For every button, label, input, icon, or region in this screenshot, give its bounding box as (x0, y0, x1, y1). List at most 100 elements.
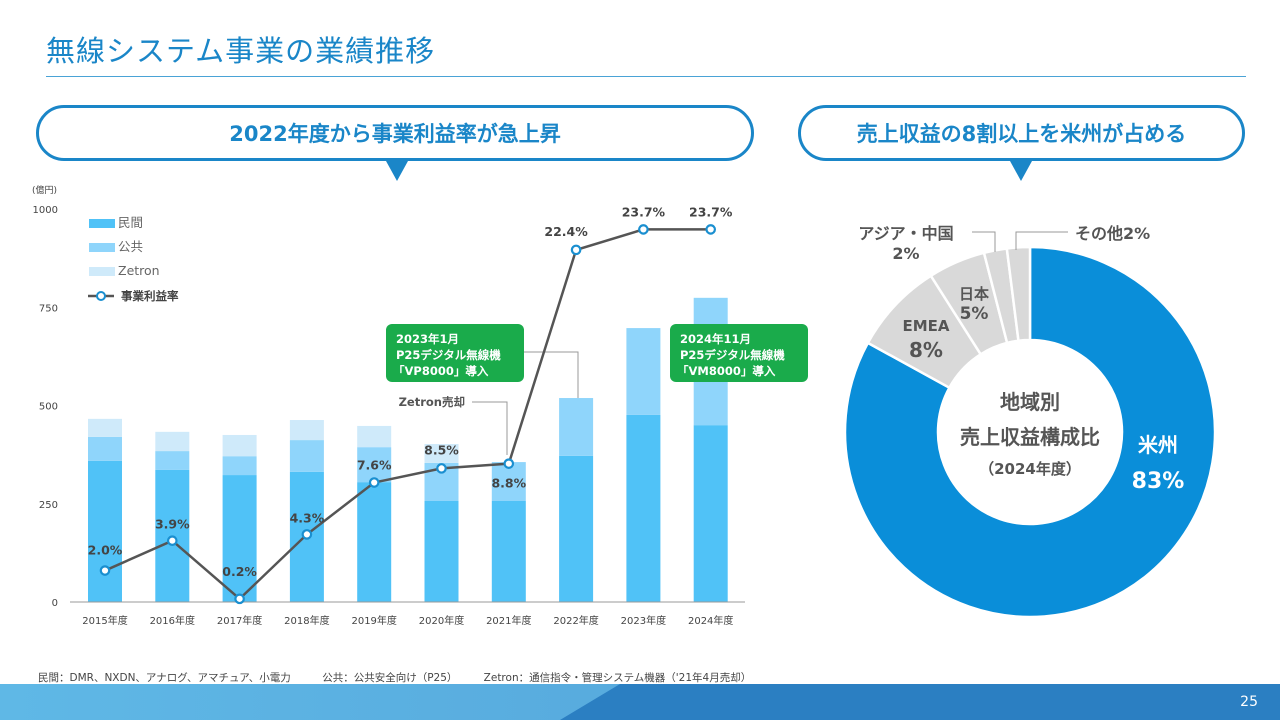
x-tick-label: 2024年度 (688, 614, 733, 627)
line-marker (301, 529, 313, 540)
left-headline: 2022年度から事業利益率が急上昇 (36, 105, 754, 161)
line-marker (368, 477, 380, 488)
line-marker (167, 535, 178, 546)
bar-民間 (357, 482, 392, 602)
y-tick-label: 500 (39, 402, 58, 413)
x-tick-label: 2023年度 (621, 614, 666, 627)
slice-label-value: 83% (1132, 469, 1185, 494)
page-number: 25 (1240, 694, 1258, 710)
annotation-text: 「VM8000」導入 (677, 364, 776, 378)
data-label: 4.3% (290, 510, 325, 525)
x-tick-label: 2017年度 (217, 614, 262, 627)
bar-民間 (559, 455, 594, 602)
data-label: 22.4% (544, 224, 588, 239)
legend-swatch (89, 219, 115, 228)
bar-Zetron (289, 420, 324, 441)
bar-公共 (88, 436, 122, 461)
annotation-text: 「VP8000」導入 (393, 364, 489, 378)
annotation-text: 2024年11月 (680, 332, 751, 346)
slice-label-value: 8% (909, 338, 943, 362)
y-tick-label: 250 (39, 500, 58, 511)
annotation-leader (472, 401, 508, 455)
line-marker (638, 224, 649, 235)
line-marker (436, 463, 447, 474)
page-title: 無線システム事業の業績推移 (46, 34, 436, 68)
annotation-text: P25デジタル無線機 (396, 348, 501, 362)
data-label: 7.6% (357, 458, 392, 473)
bar-民間 (424, 500, 459, 602)
slice-label-name: アジア・中国 (858, 224, 953, 243)
bar-公共 (626, 328, 661, 415)
bar-公共 (155, 451, 190, 470)
title-divider (46, 76, 1246, 77)
bar-民間 (626, 414, 661, 602)
bar-Zetron (88, 418, 122, 437)
x-tick-label: 2015年度 (82, 614, 127, 627)
legend-label: 民間 (118, 215, 143, 230)
annotation-text: 2023年1月 (396, 332, 459, 346)
data-label: 2.0% (88, 543, 123, 558)
slice-label-name: 日本 (959, 285, 989, 303)
x-tick-label: 2016年度 (150, 614, 195, 627)
bar-Zetron (155, 431, 190, 452)
x-tick-label: 2021年度 (486, 614, 531, 627)
x-tick-label: 2019年度 (351, 614, 396, 627)
data-label: 8.5% (424, 442, 459, 457)
bar-公共 (289, 440, 324, 472)
bar-公共 (559, 398, 594, 456)
x-tick-label: 2020年度 (419, 614, 464, 627)
bar-Zetron (222, 434, 257, 457)
bar-民間 (222, 475, 257, 602)
right-headline: 売上収益の8割以上を米州が占める (798, 105, 1245, 161)
slice-label-name: その他2% (1075, 224, 1150, 243)
annotation-zetron-sale: Zetron売却 (399, 395, 465, 409)
legend-marker (96, 291, 106, 301)
slice-label-name: EMEA (902, 317, 949, 335)
legend-swatch (89, 243, 115, 252)
x-tick-label: 2022年度 (553, 614, 598, 627)
data-label: 23.7% (689, 204, 733, 219)
bar-民間 (88, 460, 122, 602)
leader-line (972, 231, 996, 252)
donut-center-subtitle: （2024年度） (979, 460, 1081, 478)
bar-Zetron (424, 444, 459, 463)
x-tick-label: 2018年度 (284, 614, 329, 627)
footer-bar (0, 684, 1280, 720)
bar-民間 (693, 425, 728, 602)
bar-Zetron (357, 425, 392, 448)
slice-label-name: 米州 (1138, 433, 1178, 457)
line-marker (503, 458, 515, 469)
donut-center-title: 地域別 (1000, 390, 1060, 414)
annotation-box (386, 324, 524, 382)
data-label: 0.2% (222, 564, 257, 579)
slice-label-value: 5% (960, 304, 989, 324)
line-marker (570, 244, 582, 256)
slice-label-value: 2% (892, 244, 919, 263)
legend-label: 公共 (118, 239, 143, 254)
annotation-leader (524, 351, 579, 399)
bar-公共 (357, 447, 392, 483)
right-headline-pointer (1010, 161, 1032, 181)
left-headline-pointer (386, 161, 408, 181)
donut-center-title: 売上収益構成比 (960, 425, 1100, 449)
line-marker (234, 593, 245, 605)
donut-slice-その他 (1005, 245, 1032, 343)
legend-label: 事業利益率 (121, 289, 179, 303)
y-axis-unit: (億円) (32, 184, 57, 196)
legend-swatch (89, 267, 115, 276)
data-label: 8.8% (491, 476, 526, 491)
y-tick-label: 1000 (33, 205, 58, 216)
footnote: 民間：DMR、NXDN、アナログ、アマチュア、小電力 公共：公共安全向け（P25… (38, 672, 752, 684)
legend-label: Zetron (118, 263, 160, 278)
bar-民間 (491, 500, 526, 602)
annotation-box (670, 324, 808, 382)
leader-line (1015, 231, 1068, 250)
data-label: 23.7% (622, 204, 666, 219)
data-label: 3.9% (155, 517, 190, 532)
line-marker (99, 565, 111, 576)
bar-公共 (222, 456, 257, 476)
annotation-text: P25デジタル無線機 (680, 348, 785, 362)
line-marker (705, 224, 716, 235)
